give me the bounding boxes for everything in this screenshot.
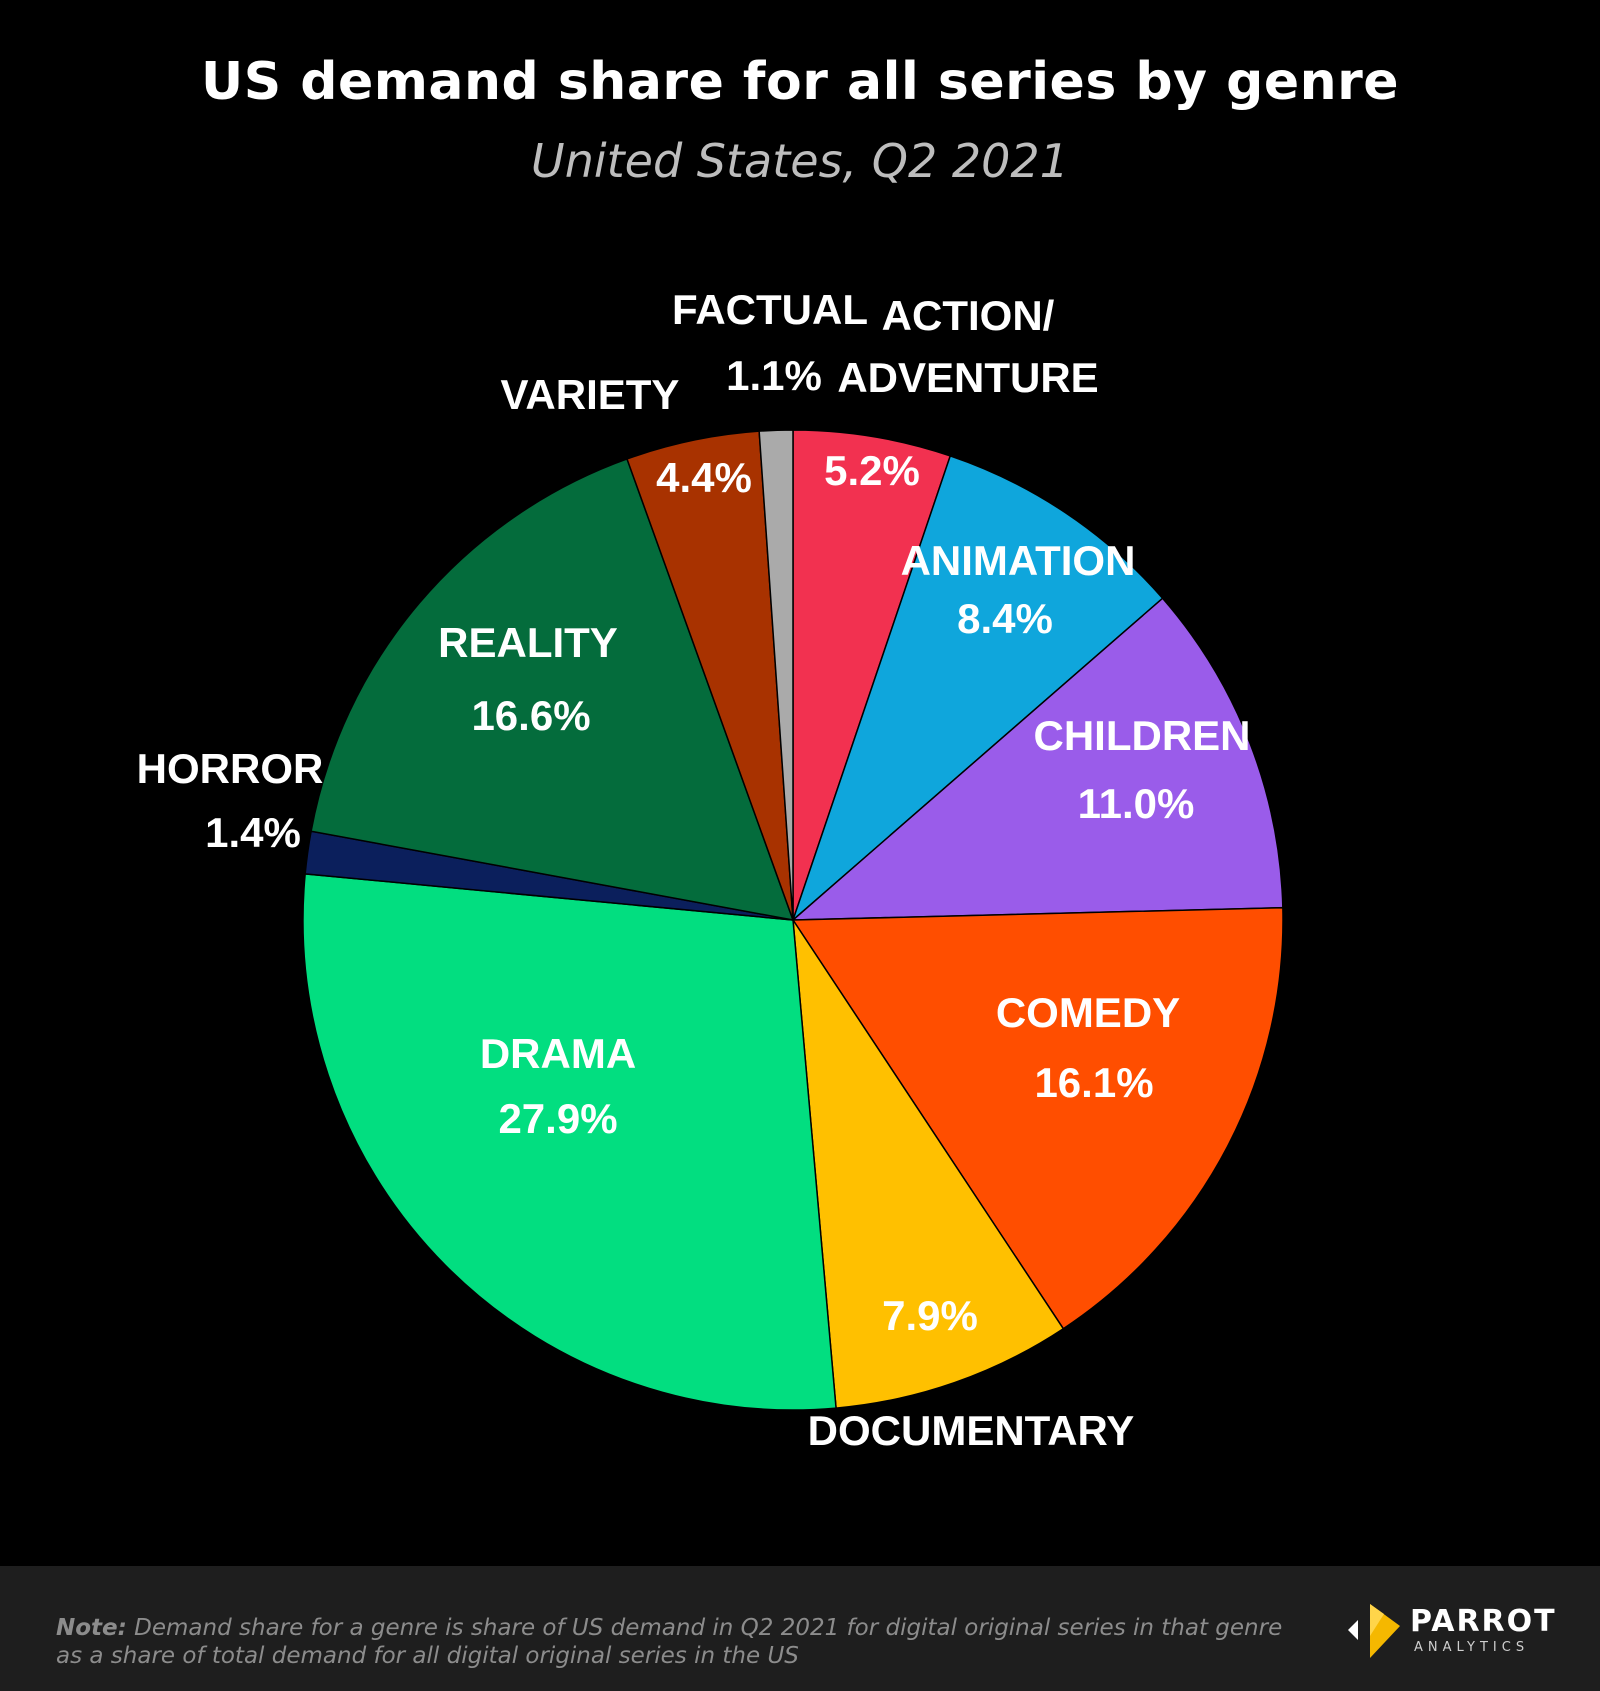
slice-value-factual: 1.1% — [726, 352, 822, 399]
pie-slice-documentary — [792, 919, 1065, 1409]
parrot-analytics-logo: PARROT ANALYTICS — [1340, 1596, 1570, 1666]
pie-slice-reality — [310, 458, 795, 921]
slice-value-animation: 8.4% — [957, 595, 1053, 642]
pie-slice-comedy — [791, 906, 1284, 1330]
pie-slice-children — [790, 597, 1284, 921]
slice-name-drama: DRAMA — [480, 1030, 636, 1077]
slice-name-children: CHILDREN — [1034, 712, 1251, 759]
logo-name: PARROT — [1410, 1604, 1557, 1639]
slice-name-action-adventure-line2: ADVENTURE — [837, 354, 1098, 401]
pie-slices — [302, 429, 1284, 1411]
slice-name-reality: REALITY — [438, 619, 618, 666]
slice-name-comedy: COMEDY — [996, 989, 1180, 1036]
slice-name-factual: FACTUAL — [672, 286, 868, 333]
slice-value-horror: 1.4% — [205, 809, 301, 856]
pie-labels: ACTION/ADVENTURE 5.2% ANIMATION 8.4% CHILDRE… — [137, 286, 1251, 1454]
parrot-logo-icon — [1348, 1604, 1400, 1658]
slice-value-drama: 27.9% — [498, 1095, 617, 1142]
slice-value-documentary: 7.9% — [882, 1292, 978, 1339]
chart-subtitle: United States, Q2 2021 — [531, 134, 1069, 188]
pie-slice-factual — [758, 429, 794, 921]
pie-slice-drama — [302, 873, 837, 1411]
note-text: Demand share for a genre is share of US … — [56, 1615, 1283, 1669]
logo-subtitle: ANALYTICS — [1414, 1640, 1530, 1655]
slice-value-variety: 4.4% — [656, 454, 752, 501]
footnote: Note: Demand share for a genre is share … — [56, 1614, 1286, 1670]
slice-value-action-adventure: 5.2% — [824, 447, 920, 494]
note-label: Note: — [56, 1615, 127, 1641]
slice-name-animation: ANIMATION — [901, 537, 1136, 584]
slice-name-variety: VARIETY — [501, 371, 680, 418]
slice-name-documentary: DOCUMENTARY — [808, 1407, 1135, 1454]
slice-name-horror: HORROR — [137, 745, 324, 792]
slice-value-reality: 16.6% — [471, 692, 590, 739]
footer: Note: Demand share for a genre is share … — [0, 1566, 1600, 1691]
slice-value-children: 11.0% — [1078, 780, 1195, 827]
pie-chart: ACTION/ADVENTURE 5.2% ANIMATION 8.4% CHILDRE… — [137, 286, 1284, 1454]
slice-name-action-adventure-line1: ACTION/ — [882, 292, 1055, 339]
pie-slice-animation — [791, 454, 1164, 923]
chart-title: US demand share for all series by genre — [200, 52, 1400, 112]
slice-value-comedy: 16.1% — [1034, 1059, 1153, 1106]
pie-slice-action-adventure — [792, 429, 952, 921]
